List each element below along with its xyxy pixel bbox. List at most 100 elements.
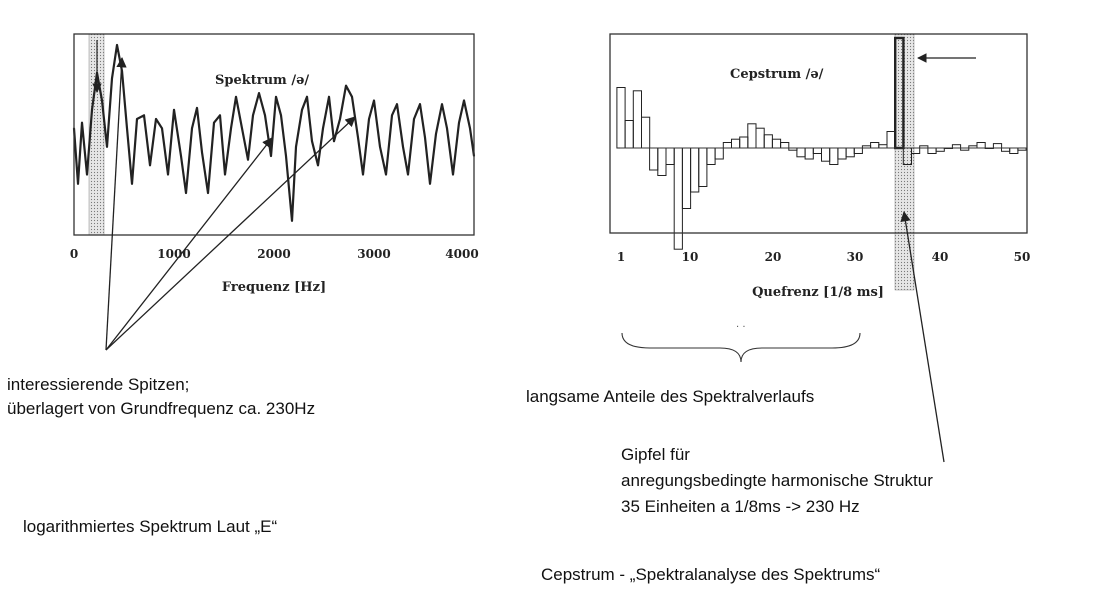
cepstrum-bar [632, 90, 642, 149]
cepstrum-x-ticks: 1 10 20 30 40 50 [617, 250, 1031, 264]
arrow-to-second-formant [105, 137, 273, 351]
spectrum-point [131, 182, 133, 185]
cepstrum-bar [845, 147, 855, 158]
spectrum-point [291, 219, 293, 222]
spectrum-point [407, 173, 409, 176]
spectrum-point [333, 140, 335, 143]
cepstrum-bar [763, 134, 773, 149]
spectrum-point [230, 127, 232, 130]
cepstrum-x-label: Quefrenz [1/8 ms] [752, 285, 884, 300]
spectrum-point [373, 99, 375, 102]
cepstrum-bar [886, 131, 896, 149]
spectrum-point [219, 114, 221, 117]
cepstrum-bar [690, 147, 700, 193]
cepstrum-tick-label: 10 [682, 250, 699, 264]
spectrum-point [264, 114, 266, 117]
spectrum-point [458, 121, 460, 124]
cepstrum-bar [870, 142, 880, 149]
spectrum-point [116, 44, 118, 46]
slow-components-brace [621, 332, 861, 363]
spectrum-tick-label: 1000 [157, 247, 190, 261]
spectrum-title: Spektrum /ə/ [215, 73, 309, 88]
spectrum-point [285, 155, 287, 157]
spectrum-tick-label: 4000 [445, 247, 478, 261]
spectrum-point [213, 121, 215, 124]
peaks-label-line1: interessierende Spitzen; [7, 375, 190, 394]
spectrum-point [311, 140, 313, 143]
spectrum-point [247, 158, 249, 161]
cepstrum-bar [698, 147, 708, 187]
spectrum-point [280, 114, 282, 117]
spectrum-point [385, 173, 387, 176]
cepstrum-bar [747, 123, 757, 149]
cepstrum-bar [837, 147, 847, 160]
spectrum-point [391, 114, 393, 117]
cepstrum-bar [804, 147, 814, 160]
peaks-label-line2: überlagert von Grundfrequenz ca. 230Hz [7, 399, 316, 418]
cepstrum-bar [624, 120, 634, 149]
spectrum-point [317, 164, 319, 167]
spectrum-point [86, 173, 88, 176]
spectrum-point [424, 136, 426, 139]
cepstrum-peak-label-line3: 35 Einheiten a 1/8ms -> 230 Hz [621, 497, 860, 516]
spectrum-point [469, 127, 471, 130]
spectrum-point [379, 145, 381, 148]
spectrum-curve [72, 43, 476, 222]
brace-marks: · · [736, 322, 746, 333]
spectrum-tick-label: 2000 [257, 247, 290, 261]
log-spectrum-label: logarithmiertes Spektrum Laut „E“ [23, 517, 278, 536]
spectrum-point [396, 103, 398, 106]
spectrum-point [101, 99, 103, 102]
arrow-to-third-formant [105, 116, 356, 351]
spectrum-point [196, 107, 198, 109]
spectrum-x-ticks: 0 1000 2000 3000 4000 [70, 247, 479, 261]
spectrum-point [270, 155, 272, 157]
spectrum-point [452, 173, 454, 176]
spectrum-point [413, 118, 415, 120]
cepstrum-bar [780, 142, 790, 149]
spectrum-point [322, 127, 324, 130]
spectrum-point [446, 127, 448, 130]
spectrum-point [201, 151, 203, 154]
cepstrum-bar [722, 142, 732, 149]
spectrum-point [185, 192, 187, 194]
cepstrum-bar [1009, 147, 1019, 154]
spectrum-point [357, 136, 359, 139]
spectrum-tick-label: 3000 [357, 247, 390, 261]
spectrum-point [126, 127, 128, 130]
cepstrum-tick-label: 20 [765, 250, 782, 264]
spectrum-chart: Spektrum /ə/ 0 1000 2000 3000 4000 Frequ… [70, 33, 479, 295]
spectrum-tick-label: 0 [70, 247, 78, 261]
cepstrum-bar [976, 142, 986, 149]
spectrum-point [295, 145, 297, 148]
cepstrum-bar [739, 136, 749, 149]
spectrum-point [339, 118, 341, 120]
spectrum-point [191, 127, 193, 130]
spectrum-point [180, 155, 182, 157]
spectrum-point [149, 164, 151, 167]
spectrum-point [155, 118, 157, 120]
spectrum-point [241, 127, 243, 130]
spectrum-point [173, 108, 175, 111]
cepstrum-bar [616, 87, 626, 149]
cepstrum-tick-label: 50 [1014, 250, 1031, 264]
cepstrum-caption: Cepstrum - „Spektralanalyse des Spektrum… [541, 565, 881, 584]
cepstrum-chart: Cepstrum /ə/ 1 10 20 30 40 50 Quefrenz [… [609, 33, 1031, 300]
spectrum-point [463, 99, 465, 102]
spectrum-point [328, 95, 330, 98]
spectrum-point [402, 145, 404, 148]
cepstrum-bar [829, 147, 839, 165]
spectrum-point [235, 95, 237, 98]
peak-arrows [92, 40, 356, 351]
spectrum-point [161, 127, 163, 130]
spectrum-x-label: Frequenz [Hz] [222, 280, 326, 295]
cepstrum-peak-label-line1: Gipfel für [621, 445, 690, 464]
slow-components-label: langsame Anteile des Spektralverlaufs [526, 387, 815, 406]
spectrum-point [429, 182, 431, 185]
cepstrum-bar [927, 147, 937, 154]
cepstrum-bar [673, 147, 683, 250]
spectrum-point [106, 145, 108, 148]
cepstrum-peak-label-line2: anregungsbedingte harmonische Struktur [621, 471, 933, 490]
